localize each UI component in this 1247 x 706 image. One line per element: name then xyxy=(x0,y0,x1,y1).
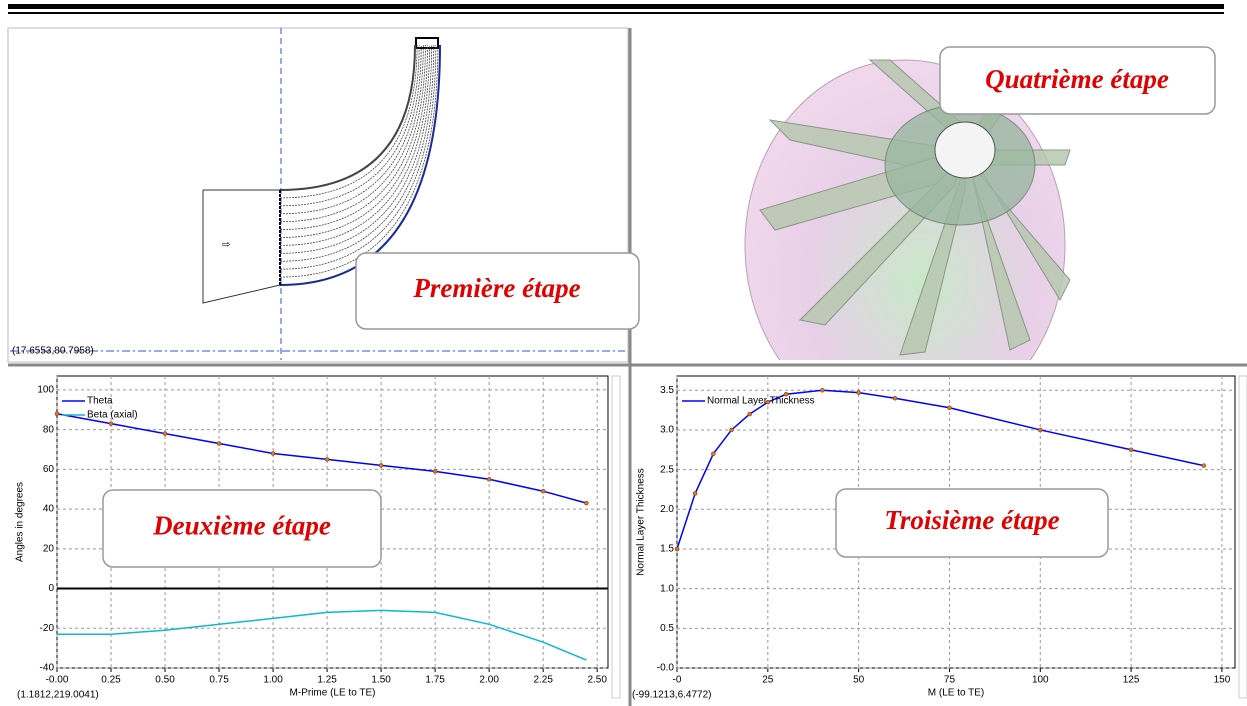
x-tick-label: 100 xyxy=(1032,675,1049,686)
coordinates: (17.6553,80.7958) xyxy=(12,346,94,357)
legend-label: Normal Layer Thickness xyxy=(707,396,815,407)
data-point xyxy=(675,547,679,551)
y-tick-label: 0 xyxy=(48,583,54,594)
data-point xyxy=(711,452,715,456)
data-point xyxy=(1129,448,1133,452)
flow-arrow: ⇨ xyxy=(222,240,230,251)
data-point xyxy=(584,501,588,505)
y-tick-label: 2.0 xyxy=(660,504,674,515)
x-tick-label: 125 xyxy=(1123,675,1140,686)
data-point xyxy=(433,469,437,473)
y-tick-label: -20 xyxy=(40,623,55,634)
y-tick-label: 3.5 xyxy=(660,385,674,396)
data-point xyxy=(820,388,824,392)
x-tick-label: 1.00 xyxy=(263,675,283,686)
data-point xyxy=(893,396,897,400)
data-point xyxy=(1038,428,1042,432)
x-tick-label: 75 xyxy=(944,675,956,686)
x-tick-label: 25 xyxy=(762,675,774,686)
x-tick-label: 150 xyxy=(1214,675,1231,686)
y-axis-label: Angles in degrees xyxy=(15,482,26,562)
x-tick-label: 1.75 xyxy=(425,675,445,686)
impeller-render xyxy=(745,60,1070,430)
y-tick-label: 1.5 xyxy=(660,544,674,555)
coordinates: (-99.1213,6.4772) xyxy=(632,690,712,701)
y-tick-label: 2.5 xyxy=(660,464,674,475)
y-tick-label: 80 xyxy=(43,424,55,435)
x-tick-label: 0.25 xyxy=(101,675,121,686)
y-axis-label: Normal Layer Thickness xyxy=(636,468,647,576)
x-axis-label: M (LE to TE) xyxy=(928,688,985,699)
data-point xyxy=(947,406,951,410)
data-point xyxy=(857,391,861,395)
data-point xyxy=(109,422,113,426)
y-tick-label: -40 xyxy=(40,663,55,674)
x-tick-label: 2.25 xyxy=(533,675,553,686)
caption: Première étape xyxy=(412,273,580,303)
x-axis-label: M-Prime (LE to TE) xyxy=(290,688,376,699)
data-point xyxy=(379,463,383,467)
y-tick-label: 100 xyxy=(37,385,54,396)
legend-label: Theta xyxy=(87,396,113,407)
data-point xyxy=(729,428,733,432)
data-point xyxy=(55,412,59,416)
y-tick-label: 20 xyxy=(43,543,55,554)
data-point xyxy=(541,489,545,493)
side-strip xyxy=(612,376,620,698)
hub-bore xyxy=(935,122,995,178)
legend-label: Beta (axial) xyxy=(87,410,138,421)
rule xyxy=(8,4,1224,9)
x-tick-label: 0.50 xyxy=(155,675,175,686)
caption: Deuxième étape xyxy=(152,511,331,541)
data-point xyxy=(325,457,329,461)
side-strip xyxy=(1239,376,1247,698)
data-point xyxy=(487,477,491,481)
coordinates: (1.1812,219.0041) xyxy=(17,690,99,701)
x-tick-label: -0.00 xyxy=(46,675,69,686)
rule xyxy=(8,12,1224,14)
y-tick-label: -0.0 xyxy=(657,663,675,674)
data-point xyxy=(748,412,752,416)
caption: Quatrième étape xyxy=(985,64,1169,94)
y-tick-label: 0.5 xyxy=(660,623,674,634)
x-tick-label: 1.25 xyxy=(317,675,337,686)
data-point xyxy=(217,442,221,446)
y-tick-label: 40 xyxy=(43,504,55,515)
y-tick-label: 60 xyxy=(43,464,55,475)
data-point xyxy=(693,491,697,495)
caption: Troisième étape xyxy=(884,505,1059,535)
y-tick-label: 3.0 xyxy=(660,425,674,436)
x-tick-label: 2.00 xyxy=(479,675,499,686)
x-tick-label: 2.50 xyxy=(587,675,607,686)
x-tick-label: 1.50 xyxy=(371,675,391,686)
data-point xyxy=(271,451,275,455)
x-tick-label: -0 xyxy=(673,675,682,686)
data-point xyxy=(163,432,167,436)
y-tick-label: 1.0 xyxy=(660,583,674,594)
disc xyxy=(745,60,1065,430)
data-point xyxy=(1202,464,1206,468)
x-tick-label: 50 xyxy=(853,675,865,686)
x-tick-label: 0.75 xyxy=(209,675,229,686)
figure: ⇨ (17.6553,80.7958) Première étape Quatr… xyxy=(0,0,1247,706)
